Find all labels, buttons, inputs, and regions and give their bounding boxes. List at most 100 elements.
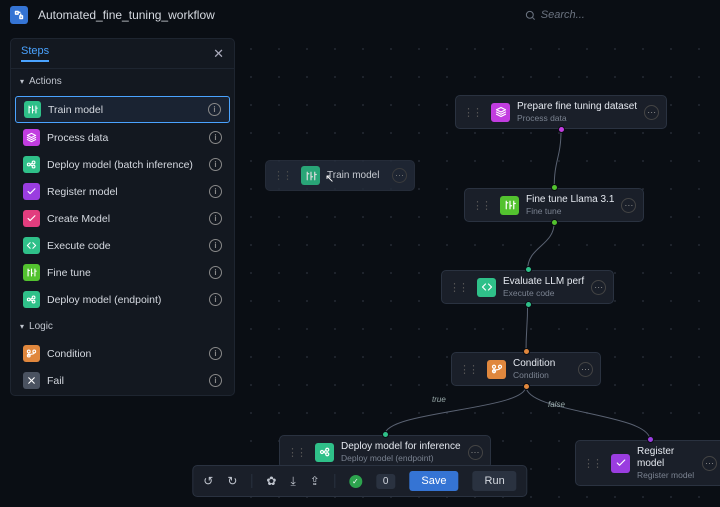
- drag-handle-icon[interactable]: ⋮⋮: [449, 281, 467, 294]
- info-icon[interactable]: i: [209, 347, 222, 360]
- node-text: Prepare fine tuning datasetProcess data: [517, 101, 637, 123]
- redo-icon[interactable]: ↻: [227, 474, 237, 488]
- section-header[interactable]: ▾Logic: [11, 314, 234, 339]
- info-icon[interactable]: i: [209, 293, 222, 306]
- node-subtitle: Process data: [517, 113, 637, 123]
- edge-label: true: [432, 395, 446, 404]
- item-label: Fail: [47, 375, 202, 387]
- node-menu-icon[interactable]: ⋯: [591, 280, 606, 295]
- undo-icon[interactable]: ↺: [203, 474, 213, 488]
- edge-label: false: [548, 400, 565, 409]
- port-in[interactable]: [647, 436, 654, 443]
- node-title: Deploy model for inference: [341, 441, 461, 453]
- node-subtitle: Execute code: [503, 288, 584, 298]
- port-out[interactable]: [551, 219, 558, 226]
- step-item-exec[interactable]: Execute codei: [15, 233, 230, 258]
- check-icon: [23, 183, 40, 200]
- item-label: Process data: [47, 132, 202, 144]
- port-out[interactable]: [523, 383, 530, 390]
- drag-handle-icon[interactable]: ⋮⋮: [583, 457, 601, 470]
- status-check-icon: ✓: [349, 475, 362, 488]
- drag-handle-icon[interactable]: ⋮⋮: [273, 169, 291, 182]
- steps-panel: Steps ✕ ▾ActionsTrain modeliProcess data…: [10, 38, 235, 396]
- step-item-deploy-e[interactable]: Deploy model (endpoint) i: [15, 287, 230, 312]
- info-icon[interactable]: i: [209, 185, 222, 198]
- step-item-process[interactable]: Process data i: [15, 125, 230, 150]
- info-icon[interactable]: i: [209, 212, 222, 225]
- port-out[interactable]: [558, 126, 565, 133]
- drag-ghost-node[interactable]: ⋮⋮ Train model ⋯: [265, 160, 415, 191]
- info-icon[interactable]: i: [209, 131, 222, 144]
- node-n1[interactable]: ⋮⋮ Prepare fine tuning datasetProcess dat…: [455, 95, 667, 129]
- node-n6[interactable]: ⋮⋮Register modelRegister model⋯: [575, 440, 720, 486]
- drag-handle-icon[interactable]: ⋮⋮: [463, 106, 481, 119]
- save-button[interactable]: Save: [409, 471, 458, 491]
- run-button[interactable]: Run: [473, 471, 517, 491]
- info-icon[interactable]: i: [209, 239, 222, 252]
- node-menu-icon[interactable]: ⋯: [392, 168, 407, 183]
- close-icon[interactable]: ✕: [213, 46, 224, 62]
- search-placeholder: Search...: [541, 9, 585, 21]
- node-title: Fine tune Llama 3.1: [526, 194, 614, 206]
- step-item-fail[interactable]: Faili: [15, 368, 230, 393]
- info-icon[interactable]: i: [209, 374, 222, 387]
- node-menu-icon[interactable]: ⋯: [644, 105, 659, 120]
- item-label: Fine tune: [47, 267, 202, 279]
- download-icon[interactable]: ⤓: [290, 474, 295, 489]
- panel-header: Steps ✕: [11, 39, 234, 69]
- node-text: Deploy model for inferenceDeploy model (…: [341, 441, 461, 463]
- node-title: Evaluate LLM perf: [503, 276, 584, 288]
- port-out[interactable]: [525, 301, 532, 308]
- node-text: Train model: [327, 170, 385, 182]
- node-n4[interactable]: ⋮⋮ ConditionCondition ⋯: [451, 352, 601, 386]
- node-n2[interactable]: ⋮⋮Fine tune Llama 3.1Fine tune⋯: [464, 188, 644, 222]
- node-title: Prepare fine tuning dataset: [517, 101, 637, 113]
- chevron-down-icon: ▾: [20, 322, 24, 331]
- branch-icon: [23, 345, 40, 362]
- step-item-cond[interactable]: Condition i: [15, 341, 230, 366]
- chevron-down-icon: ▾: [20, 77, 24, 86]
- node-title: Train model: [327, 170, 385, 182]
- port-in[interactable]: [523, 348, 530, 355]
- node-title: Condition: [513, 358, 571, 370]
- node-menu-icon[interactable]: ⋯: [702, 456, 717, 471]
- node-n3[interactable]: ⋮⋮ Evaluate LLM perfExecute code ⋯: [441, 270, 614, 304]
- export-icon[interactable]: ⇪: [310, 474, 320, 488]
- port-in[interactable]: [382, 431, 389, 438]
- section-header[interactable]: ▾Actions: [11, 69, 234, 94]
- check-icon: [23, 210, 40, 227]
- main: ⋮⋮Prepare fine tuning datasetProcess dat…: [0, 30, 720, 507]
- layers-icon: [491, 103, 510, 122]
- step-item-train[interactable]: Train modeli: [15, 96, 230, 123]
- search-box[interactable]: Search...: [525, 9, 585, 21]
- item-label: Condition: [47, 348, 202, 360]
- workflow-icon: [10, 6, 28, 24]
- drag-handle-icon[interactable]: ⋮⋮: [459, 363, 477, 376]
- info-icon[interactable]: i: [209, 158, 222, 171]
- error-count: 0: [376, 474, 396, 489]
- drag-handle-icon[interactable]: ⋮⋮: [287, 446, 305, 459]
- node-text: ConditionCondition: [513, 358, 571, 380]
- tab-steps[interactable]: Steps: [21, 45, 49, 62]
- item-label: Deploy model (endpoint): [47, 294, 202, 306]
- share-icon: [23, 291, 40, 308]
- node-menu-icon[interactable]: ⋯: [578, 362, 593, 377]
- node-menu-icon[interactable]: ⋯: [621, 198, 636, 213]
- sliders-icon: [301, 166, 320, 185]
- step-item-create[interactable]: Create Model i: [15, 206, 230, 231]
- step-item-fine[interactable]: Fine tune i: [15, 260, 230, 285]
- step-item-deploy-b[interactable]: Deploy model (batch inference)i: [15, 152, 230, 177]
- node-menu-icon[interactable]: ⋯: [468, 445, 483, 460]
- node-subtitle: Condition: [513, 370, 571, 380]
- gear-icon[interactable]: ✿: [266, 474, 276, 488]
- item-label: Create Model: [47, 213, 202, 225]
- item-label: Register model: [47, 186, 202, 198]
- step-item-register[interactable]: Register model i: [15, 179, 230, 204]
- layers-icon: [23, 129, 40, 146]
- drag-handle-icon[interactable]: ⋮⋮: [472, 199, 490, 212]
- search-icon: [525, 10, 536, 21]
- x-icon: [23, 372, 40, 389]
- port-in[interactable]: [525, 266, 532, 273]
- info-icon[interactable]: i: [209, 266, 222, 279]
- info-icon[interactable]: i: [208, 103, 221, 116]
